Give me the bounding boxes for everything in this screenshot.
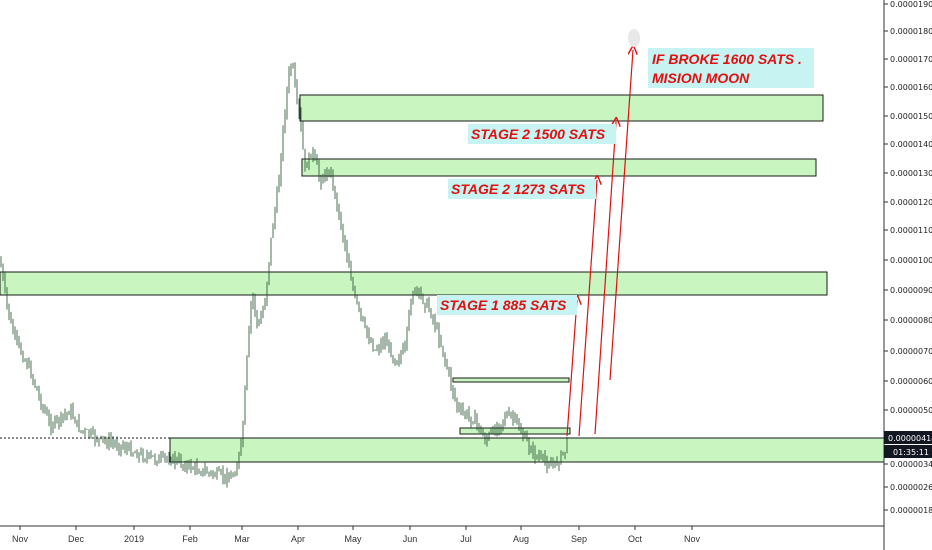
x-tick-label: Jun — [403, 534, 418, 544]
annotation-stage2-1500-text: STAGE 2 1500 SATS — [471, 126, 606, 142]
x-tick-label: Oct — [628, 534, 643, 544]
annotation-stage2-1500: STAGE 2 1500 SATS — [468, 124, 616, 144]
x-tick-label: Apr — [291, 534, 305, 544]
annotation-moon-line2: MISION MOON — [652, 70, 750, 86]
arrow-stage2-1273 — [578, 180, 597, 437]
stage2-zone-1273 — [301, 158, 817, 177]
x-tick-label: Mar — [234, 534, 250, 544]
annotation-stage2-1273: STAGE 2 1273 SATS — [448, 179, 596, 199]
target-arrows — [566, 50, 633, 437]
x-tick-label: Aug — [513, 534, 529, 544]
mini-zone-lower — [459, 427, 571, 435]
annotation-moon-line1: IF BROKE 1600 SATS . — [652, 51, 802, 67]
current-price-text: 0.00000414 — [888, 434, 932, 443]
annotation-stage2-1273-text: STAGE 2 1273 SATS — [451, 181, 586, 197]
x-tick-label: Nov — [684, 534, 701, 544]
stage2-zone-1500 — [299, 94, 824, 122]
x-tick-label: Dec — [68, 534, 85, 544]
x-tick-label: Nov — [12, 534, 29, 544]
x-tick-label: Sep — [571, 534, 587, 544]
current-price-badge: 0.00000414 — [884, 431, 932, 444]
x-tick-label: Jul — [460, 534, 472, 544]
x-tick-label: May — [344, 534, 362, 544]
x-axis-ticks: Nov Dec 2019 Feb Mar Apr May Jun Jul Aug Sep Oct Nov — [12, 526, 701, 544]
support-zone — [169, 437, 885, 463]
countdown-text: 01:35:11 — [893, 448, 929, 457]
candle-series — [0, 62, 568, 488]
arrow-stage2-1500 — [594, 122, 616, 435]
y-tick-label: 0.00001900 — [890, 0, 932, 9]
countdown-badge: 01:35:11 — [884, 445, 932, 458]
stage1-zone — [0, 271, 828, 296]
x-tick-label: 2019 — [124, 534, 144, 544]
mini-zone-upper — [452, 377, 570, 383]
moon-icon — [628, 29, 640, 47]
annotation-stage1-text: STAGE 1 885 SATS — [440, 297, 567, 313]
arrow-moon — [609, 50, 633, 381]
price-zones — [0, 94, 885, 463]
x-tick-label: Feb — [182, 534, 198, 544]
annotation-stage1: STAGE 1 885 SATS — [437, 295, 577, 315]
annotation-moon: IF BROKE 1600 SATS . MISION MOON — [648, 48, 814, 88]
arrow-stage1 — [566, 300, 577, 437]
